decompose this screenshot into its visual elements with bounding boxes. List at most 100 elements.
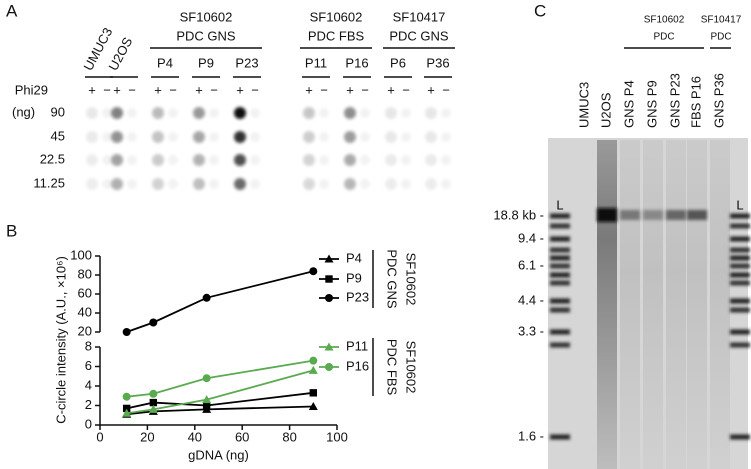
sign: + [346, 82, 354, 97]
ladder-band [550, 280, 570, 286]
marker [122, 404, 131, 413]
sign: + [305, 82, 313, 97]
unit-label: (ng) [12, 104, 35, 119]
marker [325, 275, 333, 283]
x-tick-label: 20 [140, 429, 154, 444]
marker [324, 254, 334, 263]
sign: + [88, 82, 96, 97]
dot [344, 107, 356, 119]
ladder-band [730, 307, 750, 313]
marker [122, 408, 132, 417]
ladder-band [730, 272, 750, 278]
dot [401, 132, 411, 142]
marker [202, 395, 212, 404]
dot [168, 132, 178, 142]
lane-label: FBS P16 [688, 76, 703, 128]
dot [152, 107, 164, 119]
sign: + [387, 82, 395, 97]
lane-label: GNS P9 [644, 80, 659, 128]
dot [127, 132, 137, 142]
y-tick-label: 4 [85, 377, 92, 392]
marker [202, 401, 211, 410]
dot [111, 154, 123, 166]
group-label: SF10602 [644, 15, 685, 26]
dot [152, 178, 164, 190]
legend-label: P23 [346, 289, 369, 304]
ladder-band [730, 213, 750, 219]
dot [168, 179, 178, 189]
group-label: PDC FBS [308, 28, 365, 43]
dot [127, 108, 137, 118]
dot [385, 154, 397, 166]
series-line [126, 369, 314, 415]
y-tick-label: 2 [85, 397, 92, 412]
dot [319, 132, 329, 142]
ladder-band [550, 223, 570, 229]
dot [209, 132, 219, 142]
group-label: SF10602 [310, 9, 363, 24]
dot [425, 178, 437, 190]
marker [148, 404, 158, 413]
y-tick-label: 6 [85, 358, 92, 373]
dot [319, 155, 329, 165]
group-label: SF10417 [393, 9, 446, 24]
y-axis-label: C-circle intensity (A.U., ×10⁶) [53, 256, 68, 424]
dot [360, 155, 370, 165]
dot [234, 154, 246, 166]
y-tick-label: 60 [78, 285, 92, 300]
legend-group-label: SF10602 [404, 253, 419, 306]
lane-label: L [736, 197, 743, 212]
marker [308, 365, 318, 374]
dot [425, 107, 437, 119]
dot [360, 179, 370, 189]
ladder-band [550, 236, 570, 242]
sign: − [442, 82, 450, 97]
dot [441, 132, 451, 142]
marker [149, 398, 158, 407]
dot [111, 131, 123, 143]
band [597, 208, 617, 222]
panel-label: C [534, 1, 546, 20]
x-tick-label: 80 [282, 429, 296, 444]
ladder-band [550, 298, 570, 304]
size-marker: 6.1 - [518, 257, 544, 272]
lane-smear [687, 140, 707, 469]
ladder-band [730, 298, 750, 304]
ladder-band [550, 307, 570, 313]
sample-label: P6 [390, 55, 406, 70]
dot [86, 107, 98, 119]
dot [127, 179, 137, 189]
sign: − [128, 82, 136, 97]
dot [193, 154, 205, 166]
amount-label: 45 [51, 128, 65, 143]
ladder-band [730, 263, 750, 269]
marker [309, 267, 318, 276]
ladder-band [550, 263, 570, 269]
dot [441, 108, 451, 118]
lane-label: GNS P36 [711, 73, 726, 128]
dot [102, 155, 112, 165]
y-tick-label: 80 [78, 266, 92, 281]
lane-label: GNS P23 [667, 73, 682, 128]
dot [360, 132, 370, 142]
lane-label: L [556, 197, 563, 212]
dot [441, 155, 451, 165]
dot [344, 178, 356, 190]
dot [111, 107, 123, 119]
dot [209, 155, 219, 165]
sample-label: P9 [198, 55, 214, 70]
panel-label: B [6, 221, 17, 240]
dot [86, 154, 98, 166]
lane-label: U2OS [598, 92, 613, 128]
dot [303, 178, 315, 190]
dot [193, 131, 205, 143]
x-tick-label: 0 [96, 429, 103, 444]
sign: − [103, 82, 111, 97]
dot [441, 179, 451, 189]
legend-label: P16 [346, 358, 369, 373]
x-tick-label: 40 [188, 429, 202, 444]
x-tick-label: 60 [235, 429, 249, 444]
size-marker: 1.6 - [518, 428, 544, 443]
amount-label: 90 [51, 104, 65, 119]
dot [102, 108, 112, 118]
